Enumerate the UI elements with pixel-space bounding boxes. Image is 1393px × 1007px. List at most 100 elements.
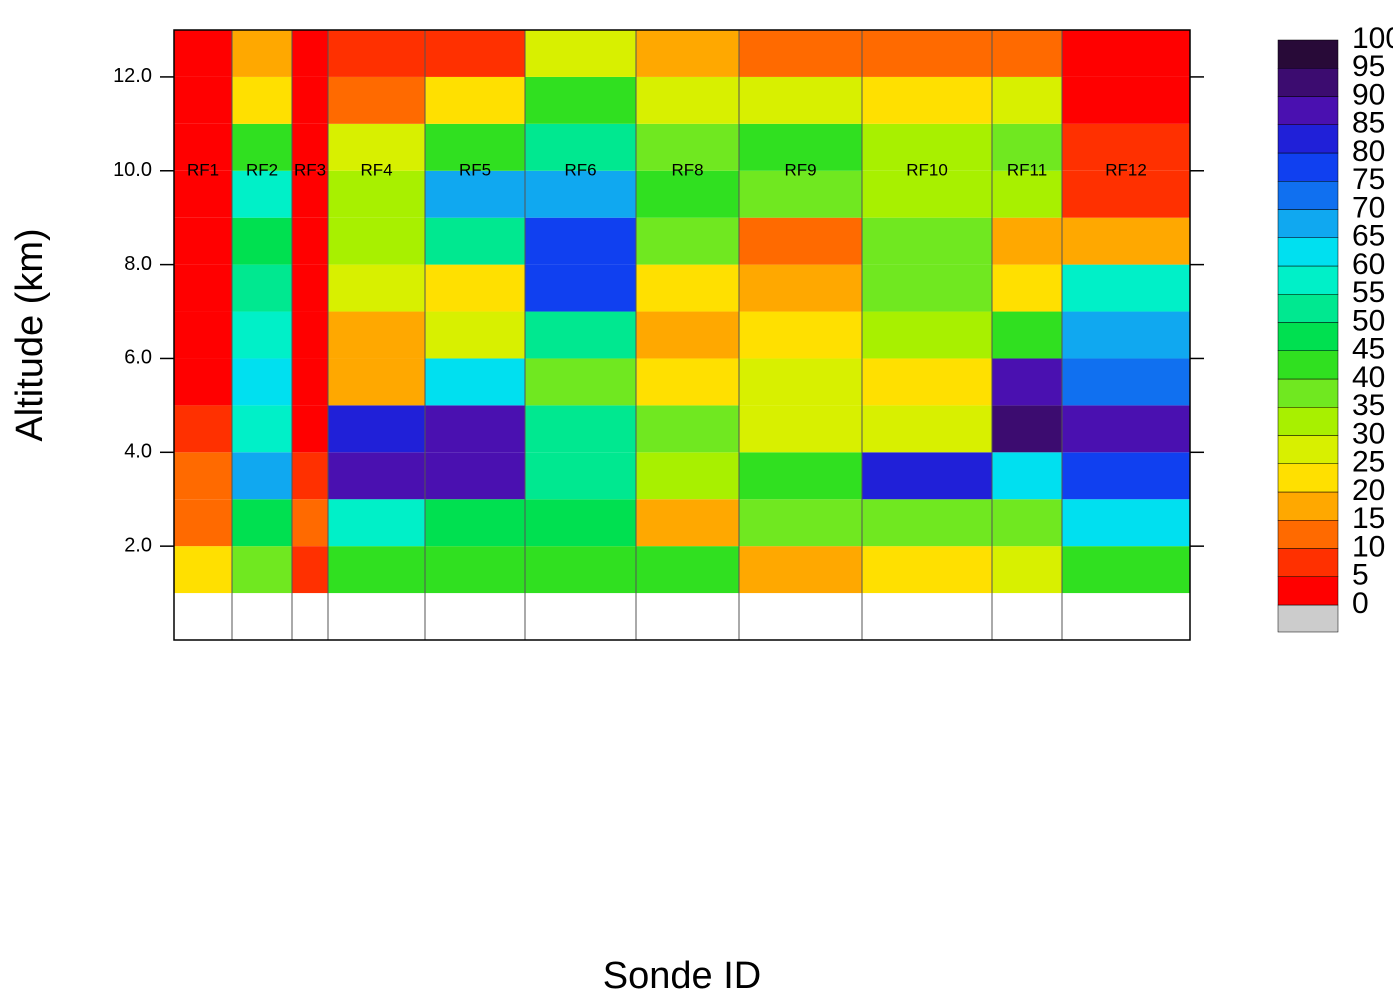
y-axis-title: Altitude (km) [9, 228, 51, 441]
heatmap-cell [739, 546, 862, 594]
heatmap-cell [525, 170, 636, 218]
colorbar-missing [1277, 604, 1339, 633]
heatmap-cell [1062, 311, 1190, 359]
heatmap-cell [992, 311, 1062, 359]
heatmap-cell [1062, 217, 1190, 265]
heatmap-cell [232, 170, 292, 218]
heatmap-cell [174, 170, 232, 218]
heatmap-cell [525, 546, 636, 594]
plot-frame [173, 29, 1191, 641]
heatmap-cell [862, 30, 992, 77]
colorbar-label: 5 [1352, 559, 1369, 592]
heatmap-cell [328, 311, 425, 359]
heatmap-cell [328, 217, 425, 265]
colorbar-swatch [1277, 491, 1339, 521]
heatmap-cell [292, 499, 328, 547]
heatmap-cell [328, 499, 425, 547]
colorbar-label: 15 [1352, 502, 1385, 535]
heatmap-cell [636, 405, 739, 453]
heatmap-cell [992, 546, 1062, 594]
heatmap-cell [862, 123, 992, 171]
heatmap-cell [174, 76, 232, 124]
colorbar-label: 20 [1352, 474, 1385, 507]
heatmap-cell [174, 30, 232, 77]
heatmap-cell [992, 217, 1062, 265]
flight-label: RF11 [1007, 160, 1047, 179]
y-tick-label: 4.0 [124, 441, 152, 463]
heatmap-cell [1062, 405, 1190, 453]
heatmap-cell [232, 499, 292, 547]
heatmap-cell [862, 358, 992, 406]
heatmap-cell [992, 499, 1062, 547]
colorbar-swatch [1277, 124, 1339, 154]
heatmap-cell [525, 405, 636, 453]
colorbar-swatch [1277, 407, 1339, 436]
heatmap-cell [862, 499, 992, 547]
heatmap-cell [862, 311, 992, 359]
heatmap-cell [525, 358, 636, 406]
heatmap-cell [1062, 452, 1190, 500]
heatmap-cell [328, 123, 425, 171]
heatmap-cell [292, 546, 328, 594]
flight-label: RF2 [246, 160, 278, 179]
heatmap-cell [525, 311, 636, 359]
heatmap-cell [292, 217, 328, 265]
colorbar-swatch [1277, 350, 1339, 380]
heatmap-cell [174, 311, 232, 359]
heatmap-cell [174, 123, 232, 171]
heatmap-cell [425, 546, 525, 594]
colorbar-swatch [1277, 520, 1339, 549]
heatmap-cell [328, 76, 425, 124]
heatmap-cell [425, 123, 525, 171]
heatmap-cell [525, 499, 636, 547]
heatmap-cell [862, 76, 992, 124]
heatmap-cell [739, 358, 862, 406]
flight-label: RF3 [294, 160, 326, 179]
heatmap-cell [232, 123, 292, 171]
colorbar-label: 25 [1352, 446, 1385, 479]
heatmap-cell [636, 123, 739, 171]
y-tick-label: 8.0 [124, 253, 152, 275]
heatmap-cell [739, 30, 862, 77]
colorbar-swatch [1277, 463, 1339, 493]
heatmap-cell [1062, 499, 1190, 547]
heatmap-cell [636, 452, 739, 500]
colorbar-swatch [1277, 548, 1339, 577]
colorbar-label: 45 [1352, 333, 1385, 366]
heatmap-cell [328, 405, 425, 453]
heatmap-cell [525, 217, 636, 265]
heatmap-cell [425, 30, 525, 77]
heatmap-cell [425, 452, 525, 500]
heatmap-cell [862, 264, 992, 312]
heatmap-cell [636, 264, 739, 312]
heatmap-cell [636, 30, 739, 77]
heatmap-cell [425, 217, 525, 265]
flight-label: RF8 [671, 160, 703, 179]
colorbar-swatch [1277, 209, 1339, 238]
y-tick-label: 2.0 [124, 534, 152, 556]
heatmap-cell [1062, 76, 1190, 124]
heatmap-cell [862, 546, 992, 594]
heatmap-cell [525, 123, 636, 171]
colorbar-swatch [1277, 68, 1339, 97]
heatmap-cell [1062, 358, 1190, 406]
colorbar-label: 55 [1352, 276, 1385, 309]
heatmap-cell [739, 499, 862, 547]
colorbar-swatch [1277, 96, 1339, 125]
heatmap-cell [425, 76, 525, 124]
heatmap-cell [232, 76, 292, 124]
colorbar-label: 80 [1352, 135, 1385, 168]
heatmap-cell [862, 170, 992, 218]
colorbar-label: 100 [1352, 22, 1393, 55]
heatmap-cell [328, 30, 425, 77]
y-tick-label: 6.0 [124, 347, 152, 369]
heatmap-cell [232, 358, 292, 406]
colorbar-label: 40 [1352, 361, 1385, 394]
heatmap-cell [992, 452, 1062, 500]
colorbar-label: 60 [1352, 248, 1385, 281]
colorbar-swatch [1277, 435, 1339, 464]
heatmap-cell [739, 123, 862, 171]
heatmap-cell [174, 499, 232, 547]
heatmap-cell [232, 217, 292, 265]
